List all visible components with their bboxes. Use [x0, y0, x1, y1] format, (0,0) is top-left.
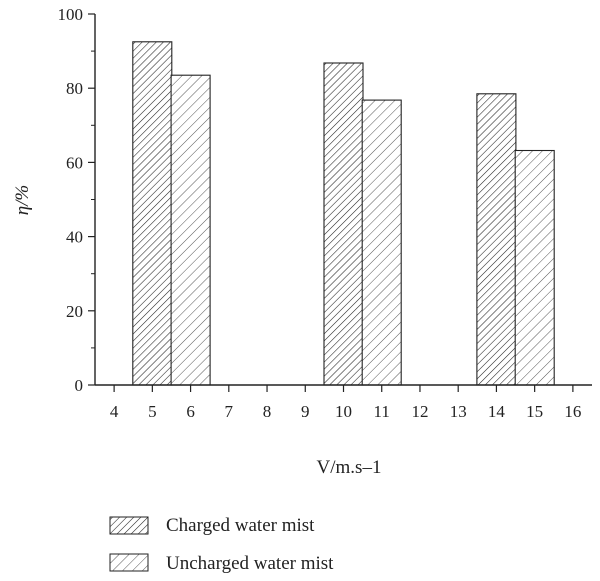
y-tick-label: 20	[66, 302, 83, 321]
y-ticks: 0 20 40 60 80 100	[58, 5, 95, 395]
bar-charged-10	[323, 62, 364, 386]
x-tick-label: 11	[374, 402, 390, 421]
legend-label-uncharged: Uncharged water mist	[166, 553, 334, 574]
x-tick-label: 13	[450, 402, 467, 421]
y-tick-label: 80	[66, 79, 83, 98]
bar-uncharged-6	[170, 74, 211, 386]
bar-charged-14	[476, 93, 517, 386]
y-tick-label: 0	[75, 376, 84, 395]
bar-uncharged-15	[514, 149, 555, 386]
legend: Charged water mist Uncharged water mist	[109, 515, 334, 574]
x-tick-label: 10	[335, 402, 352, 421]
x-tick-label: 7	[225, 402, 234, 421]
x-tick-label: 4	[110, 402, 119, 421]
y-tick-label: 40	[66, 228, 83, 247]
x-tick-label: 6	[186, 402, 195, 421]
x-tick-label: 16	[564, 402, 581, 421]
legend-swatch-charged	[109, 516, 149, 535]
x-tick-label: 12	[411, 402, 428, 421]
x-tick-label: 8	[263, 402, 272, 421]
bar-charged-5	[132, 41, 173, 386]
x-axis-title: V/m.s–1	[317, 457, 382, 478]
legend-swatch-uncharged	[109, 553, 149, 572]
y-tick-label: 100	[58, 5, 84, 24]
x-tick-label: 15	[526, 402, 543, 421]
x-ticks: 4 5 6 7 8 9 10 11 12 13 14 15 16	[110, 385, 581, 421]
x-tick-label: 5	[148, 402, 157, 421]
x-tick-label: 14	[488, 402, 506, 421]
y-axis-title: η/%	[12, 185, 33, 216]
legend-label-charged: Charged water mist	[166, 515, 315, 536]
bar-uncharged-11	[361, 99, 402, 386]
y-tick-label: 60	[66, 153, 83, 172]
bars-layer	[132, 41, 555, 386]
x-tick-label: 9	[301, 402, 310, 421]
